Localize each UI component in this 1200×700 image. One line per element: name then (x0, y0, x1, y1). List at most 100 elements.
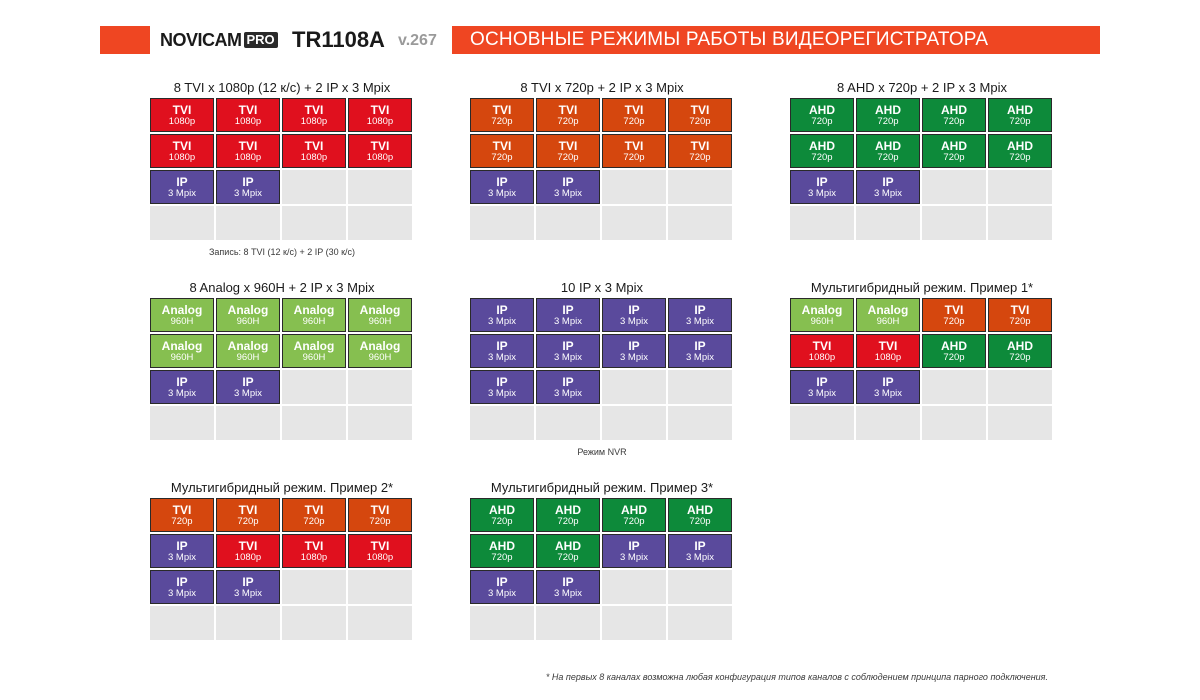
channel-resolution: 3 Mpix (168, 187, 196, 199)
channel-cell: IP 3 Mpix (536, 170, 600, 204)
channel-cell: Analog 960H (282, 298, 346, 332)
empty-channel-cell (988, 206, 1052, 240)
channel-resolution: 960H (170, 351, 194, 363)
channel-resolution: 720p (1009, 115, 1031, 127)
channel-cell: IP 3 Mpix (150, 170, 214, 204)
channel-type: IP (628, 302, 640, 317)
empty-channel-cell (282, 170, 346, 204)
channel-type: AHD (621, 502, 647, 517)
empty-channel-cell (668, 606, 732, 640)
channel-type: IP (496, 338, 508, 353)
channel-cell: IP 3 Mpix (856, 370, 920, 404)
channel-resolution: 720p (491, 551, 513, 563)
channel-cell: AHD 720p (922, 98, 986, 132)
channel-type: AHD (1007, 138, 1033, 153)
channel-cell: IP 3 Mpix (602, 534, 666, 568)
section-title: Мультигибридный режим. Пример 1* (810, 280, 1034, 295)
empty-channel-cell (348, 206, 412, 240)
empty-channel-cell (536, 606, 600, 640)
channel-cell: IP 3 Mpix (470, 298, 534, 332)
channel-cell: TVI 720p (282, 498, 346, 532)
channel-resolution: 3 Mpix (554, 587, 582, 599)
channel-resolution: 720p (491, 115, 513, 127)
channel-type: TVI (944, 302, 964, 317)
channel-type: TVI (304, 502, 324, 517)
channel-cell: TVI 1080p (282, 98, 346, 132)
channel-type: TVI (690, 138, 710, 153)
channel-type: TVI (238, 138, 258, 153)
empty-channel-cell (602, 170, 666, 204)
channel-type: TVI (878, 338, 898, 353)
empty-channel-cell (988, 370, 1052, 404)
channel-resolution: 3 Mpix (554, 387, 582, 399)
channel-resolution: 3 Mpix (874, 187, 902, 199)
channel-type: Analog (293, 338, 335, 353)
empty-channel-cell (536, 406, 600, 440)
empty-channel-cell (282, 206, 346, 240)
empty-channel-cell (536, 206, 600, 240)
channel-type: TVI (812, 338, 832, 353)
empty-channel-cell (470, 606, 534, 640)
empty-channel-cell (922, 170, 986, 204)
channel-cell: Analog 960H (348, 334, 412, 368)
section-note: Запись: 8 TVI (12 к/с) + 2 IP (30 к/с) (208, 247, 356, 257)
channel-cell: TVI 1080p (348, 98, 412, 132)
channel-cell: IP 3 Mpix (470, 334, 534, 368)
channel-cell: TVI 1080p (790, 334, 854, 368)
channel-type: IP (694, 338, 706, 353)
channel-resolution: 960H (368, 351, 392, 363)
channel-resolution: 720p (369, 515, 391, 527)
channel-cell: TVI 720p (668, 134, 732, 168)
channel-type: TVI (492, 138, 512, 153)
empty-channel-cell (216, 406, 280, 440)
channel-resolution: 1080p (234, 115, 262, 127)
channel-type: TVI (304, 538, 324, 553)
channel-type: IP (176, 574, 188, 589)
channel-type: TVI (558, 138, 578, 153)
channel-grid: IP 3 Mpix IP 3 Mpix IP 3 Mpix IP 3 Mpix IP 3 Mpix… (470, 298, 732, 440)
channel-cell: Analog 960H (150, 298, 214, 332)
channel-type: IP (816, 174, 828, 189)
channel-resolution: 3 Mpix (686, 551, 714, 563)
channel-type: Analog (867, 302, 909, 317)
channel-cell: TVI 720p (216, 498, 280, 532)
channel-type: Analog (161, 302, 203, 317)
model-name: TR1108A (292, 27, 385, 52)
channel-cell: TVI 720p (988, 298, 1052, 332)
empty-channel-cell (790, 406, 854, 440)
empty-channel-cell (602, 406, 666, 440)
channel-resolution: 720p (237, 515, 259, 527)
channel-cell: IP 3 Mpix (150, 370, 214, 404)
channel-type: AHD (555, 538, 581, 553)
channel-type: Analog (227, 302, 269, 317)
empty-channel-cell (602, 206, 666, 240)
channel-type: IP (496, 574, 508, 589)
channel-resolution: 1080p (300, 151, 328, 163)
channel-resolution: 960H (236, 315, 260, 327)
channel-cell: IP 3 Mpix (216, 170, 280, 204)
channel-resolution: 720p (689, 115, 711, 127)
channel-cell: IP 3 Mpix (668, 334, 732, 368)
channel-resolution: 960H (302, 315, 326, 327)
channel-type: IP (496, 174, 508, 189)
channel-cell: TVI 720p (602, 134, 666, 168)
channel-type: TVI (304, 138, 324, 153)
channel-cell: AHD 720p (668, 498, 732, 532)
channel-type: IP (176, 538, 188, 553)
channel-type: TVI (1010, 302, 1030, 317)
empty-channel-cell (470, 406, 534, 440)
channel-cell: TVI 1080p (282, 534, 346, 568)
channel-cell: IP 3 Mpix (790, 170, 854, 204)
channel-cell: TVI 1080p (150, 98, 214, 132)
channel-cell: AHD 720p (602, 498, 666, 532)
channel-resolution: 3 Mpix (168, 587, 196, 599)
channel-resolution: 960H (170, 315, 194, 327)
channel-resolution: 720p (171, 515, 193, 527)
channel-resolution: 3 Mpix (808, 387, 836, 399)
channel-resolution: 3 Mpix (554, 187, 582, 199)
channel-type: AHD (809, 138, 835, 153)
channel-type: IP (176, 374, 188, 389)
empty-channel-cell (790, 206, 854, 240)
channel-cell: AHD 720p (470, 534, 534, 568)
channel-type: IP (496, 374, 508, 389)
